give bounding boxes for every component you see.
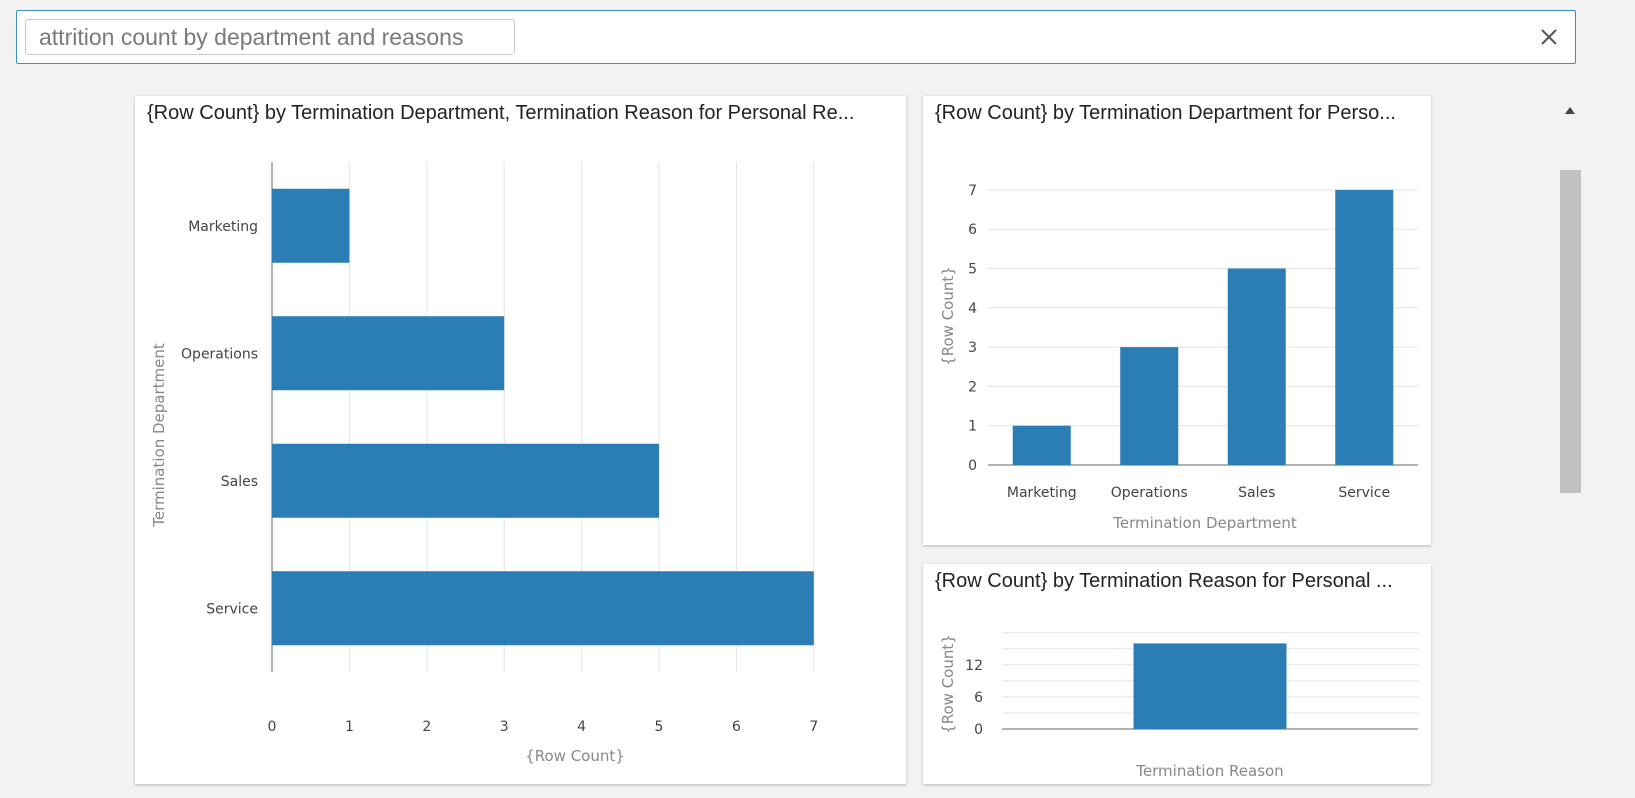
x-axis-title: Termination Department xyxy=(1112,514,1297,532)
y-tick-label: 1 xyxy=(968,419,977,435)
search-query-token[interactable]: attrition count by department and reason… xyxy=(25,19,515,55)
x-tick-label: Service xyxy=(1338,485,1390,501)
y-tick-label: 7 xyxy=(968,183,977,199)
y-axis-title: Termination Department xyxy=(150,343,168,528)
y-tick-label: 4 xyxy=(968,301,977,317)
horizontal-bar-chart: 0 1 2 3 4 5 6 7 Marketing Operations Sales Service {… xyxy=(150,162,818,765)
x-axis-title: Termination Reason xyxy=(1135,762,1283,780)
bar-marketing xyxy=(272,188,350,263)
bar-sales xyxy=(1227,268,1286,465)
bar-operations xyxy=(1120,347,1179,465)
y-axis-title: {Row Count} xyxy=(939,266,957,366)
y-axis-title: {Row Count} xyxy=(939,634,957,734)
y-tick-label: 12 xyxy=(965,658,983,674)
x-tick-label: 7 xyxy=(809,719,818,735)
bar-marketing xyxy=(1012,425,1071,465)
y-tick-label: Service xyxy=(206,601,258,617)
scrollbar-thumb[interactable] xyxy=(1560,170,1581,493)
bar-service xyxy=(1335,189,1394,465)
chart-card-department[interactable]: {Row Count} by Termination Department fo… xyxy=(923,96,1431,545)
chart-card-reason[interactable]: {Row Count} by Termination Reason for Pe… xyxy=(923,564,1431,784)
bar-sales xyxy=(272,443,659,518)
column-chart: 0 6 12 Termination Reason {Row Count} xyxy=(939,632,1418,780)
x-tick-label: Sales xyxy=(1238,485,1275,501)
x-axis-title: {Row Count} xyxy=(525,747,625,765)
chart-card-department-reason[interactable]: {Row Count} by Termination Department, T… xyxy=(135,96,906,784)
search-bar[interactable]: attrition count by department and reason… xyxy=(16,10,1576,64)
bar-operations xyxy=(272,316,505,391)
x-tick-label: 2 xyxy=(422,719,431,735)
x-tick-label: 4 xyxy=(577,719,586,735)
x-tick-label: Marketing xyxy=(1007,485,1077,501)
y-tick-label: 0 xyxy=(968,458,977,474)
y-tick-label: 0 xyxy=(974,722,983,738)
y-tick-label: 5 xyxy=(968,262,977,278)
y-tick-label: 3 xyxy=(968,340,977,356)
y-tick-label: Sales xyxy=(221,474,258,490)
bar-reason xyxy=(1133,643,1287,729)
y-tick-label: 6 xyxy=(974,690,983,706)
y-tick-label: 6 xyxy=(968,222,977,238)
x-tick-label: Operations xyxy=(1111,485,1188,501)
x-tick-label: 5 xyxy=(655,719,664,735)
y-tick-label: Marketing xyxy=(188,219,258,235)
x-tick-label: 0 xyxy=(268,719,277,735)
x-tick-label: 1 xyxy=(345,719,354,735)
close-icon[interactable] xyxy=(1537,25,1561,49)
y-tick-label: 2 xyxy=(968,379,977,395)
column-chart: 0 1 2 3 4 5 6 7 Marketing Operations Sales Service T… xyxy=(939,183,1418,532)
bar-service xyxy=(272,571,814,646)
y-tick-label: Operations xyxy=(181,346,258,362)
scroll-up-icon[interactable] xyxy=(1562,104,1578,118)
x-tick-label: 6 xyxy=(732,719,741,735)
x-tick-label: 3 xyxy=(500,719,509,735)
